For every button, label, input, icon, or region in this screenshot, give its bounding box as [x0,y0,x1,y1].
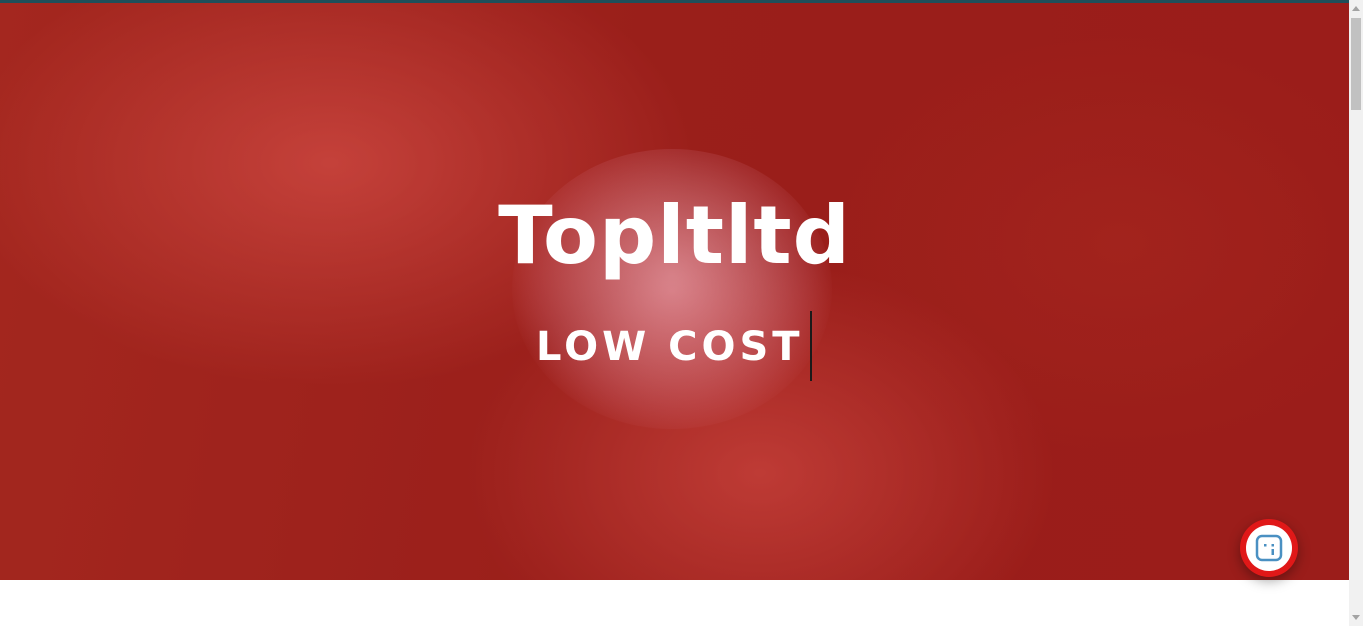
hero-typed-subtitle: LOW COST [536,324,804,370]
chat-bot-icon [1255,534,1283,562]
scroll-up-arrow-icon[interactable] [1352,6,1360,11]
typing-cursor [810,311,812,381]
chat-widget-button[interactable] [1240,519,1298,577]
hero-title: Topltltd [498,189,851,282]
hero-glass-orb-image [512,149,832,429]
hero-color-overlay [0,3,1349,580]
page-scrollbar[interactable] [1349,0,1363,626]
scrollbar-thumb[interactable] [1351,18,1361,110]
scroll-down-arrow-icon[interactable] [1352,615,1360,620]
chat-widget-inner [1246,525,1292,571]
hero-banner: Topltltd LOW COST [0,3,1349,580]
top-accent-bar [0,0,1349,3]
